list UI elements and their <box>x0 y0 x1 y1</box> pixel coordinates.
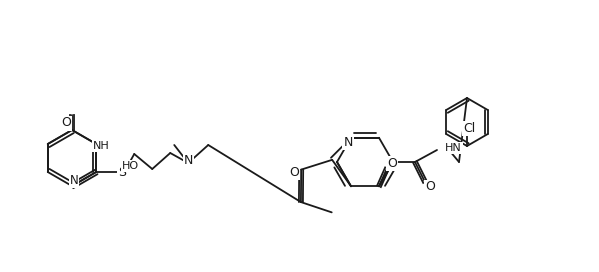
Text: N: N <box>343 136 353 149</box>
Text: O: O <box>387 157 397 170</box>
Text: NH: NH <box>93 141 110 151</box>
Text: S: S <box>118 165 126 178</box>
Text: O: O <box>61 116 71 129</box>
Text: O: O <box>425 181 435 193</box>
Text: N: N <box>69 175 78 187</box>
Text: Cl: Cl <box>463 122 475 134</box>
Text: N: N <box>183 154 193 168</box>
Text: HN: HN <box>445 143 462 153</box>
Text: O: O <box>289 166 299 179</box>
Text: HO: HO <box>122 161 139 171</box>
